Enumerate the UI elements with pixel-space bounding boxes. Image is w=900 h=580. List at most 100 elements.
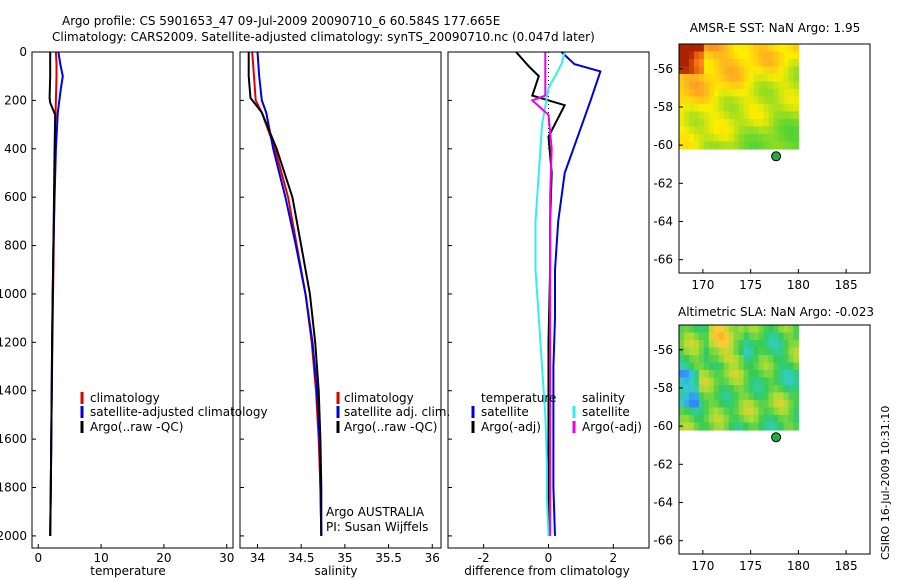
sst-heatmap-cell: [778, 133, 785, 143]
sst-heatmap-cell: [708, 141, 715, 150]
sla-heatmap-cell: [778, 325, 785, 334]
sst-heatmap-cell: [758, 73, 765, 83]
sla-heatmap-cell: [733, 407, 740, 416]
sla-heatmap-cell: [788, 377, 794, 386]
sla-heatmap-cell: [679, 377, 685, 386]
sla-heatmap-cell: [698, 347, 705, 356]
sst-heatmap-cell: [778, 141, 785, 150]
sla-heatmap-cell: [718, 325, 725, 334]
sla-xtick-label: 170: [691, 559, 714, 573]
temperature-ytick-label: 600: [4, 190, 27, 204]
sla-heatmap-cell: [773, 362, 780, 371]
sst-heatmap-cell: [733, 73, 740, 83]
sla-heatmap-cell: [679, 392, 685, 401]
sst-heatmap-cell: [743, 88, 750, 98]
sla-heatmap-cell: [733, 354, 740, 364]
sla-heatmap-cell: [743, 332, 750, 341]
sla-heatmap-cell: [693, 392, 700, 401]
sla-heatmap-cell: [708, 414, 715, 424]
sla-heatmap-cell: [773, 392, 780, 401]
sst-heatmap-cell: [753, 111, 760, 120]
sst-heatmap-cell: [708, 44, 715, 53]
sla-heatmap-cell: [758, 399, 765, 409]
sst-heatmap-cell: [688, 73, 695, 83]
sst-heatmap-cell: [718, 103, 725, 113]
sla-heatmap-cell: [768, 339, 775, 349]
sla-heatmap-cell: [788, 392, 794, 401]
sst-heatmap-cell: [748, 88, 755, 98]
sst-heatmap-cell: [768, 66, 775, 75]
salinity-xlabel: salinity: [314, 564, 357, 578]
sla-heatmap-cell: [788, 414, 794, 424]
temperature-ytick-label: 1800: [0, 481, 27, 495]
sst-xtick-label: 170: [691, 278, 714, 292]
sla-heatmap-cell: [768, 392, 775, 401]
sla-heatmap-cell: [688, 339, 695, 349]
sla-heatmap-cell: [738, 347, 745, 356]
sla-heatmap-cell: [733, 392, 740, 401]
sla-heatmap-cell: [688, 414, 695, 424]
sla-heatmap-cell: [728, 414, 735, 424]
sst-heatmap-cell: [743, 118, 750, 128]
sst-heatmap-cell: [753, 58, 760, 68]
sla-heatmap-cell: [708, 377, 715, 386]
sla-heatmap-cell: [703, 362, 710, 371]
sla-heatmap-cell: [778, 347, 785, 356]
temperature-series-layer: [48, 51, 64, 536]
sla-heatmap-cell: [683, 399, 690, 409]
sla-heatmap-cell: [773, 414, 780, 424]
sst-heatmap-cell: [688, 141, 695, 150]
sst-heatmap-cell: [679, 66, 685, 75]
sst-heatmap-cell: [783, 141, 790, 150]
sst-heatmap-cell: [778, 66, 785, 75]
sst-heatmap-cell: [718, 126, 725, 135]
sst-heatmap-cell: [778, 88, 785, 98]
sla-heatmap-cell: [718, 422, 725, 431]
sst-heatmap-cell: [718, 118, 725, 128]
sst-heatmap-cell: [773, 141, 780, 150]
sla-heatmap-cell: [733, 384, 740, 394]
salinity-xtick-label: 35: [337, 551, 352, 565]
sla-heatmap-cell: [733, 325, 740, 334]
sla-heatmap-cell: [763, 332, 770, 341]
sst-ytick-label: -62: [653, 176, 673, 190]
sst-heatmap-cell: [693, 88, 700, 98]
sla-heatmap-cell: [688, 347, 695, 356]
sst-heatmap-cell: [723, 133, 730, 143]
sst-heatmap-cell: [788, 141, 794, 150]
sst-heatmap-cell: [688, 58, 695, 68]
sla-heatmap-cell: [773, 347, 780, 356]
difference-xtick-label: 2: [610, 551, 618, 565]
sst-heatmap-cell: [743, 111, 750, 120]
sst-heatmap-cell: [738, 88, 745, 98]
sst-heatmap-cell: [708, 81, 715, 90]
sla-heatmap-cell: [763, 422, 770, 431]
sla-heatmap-cell: [783, 325, 790, 334]
sst-heatmap-cell: [753, 118, 760, 128]
sst-heatmap-cell: [768, 111, 775, 120]
sla-ytick-label: -66: [653, 534, 673, 548]
difference-series-salinity-satellite: [534, 51, 566, 536]
sst-heatmap-cell: [713, 133, 720, 143]
sst-heatmap-cell: [683, 81, 690, 90]
sla-heatmap-cell: [683, 347, 690, 356]
sla-heatmap-cell: [758, 332, 765, 341]
sla-heatmap-cell: [698, 369, 705, 379]
sla-heatmap-cell: [778, 414, 785, 424]
sla-heatmap-cell: [758, 354, 765, 364]
sst-heatmap-cell: [723, 126, 730, 135]
sla-heatmap-cell: [768, 414, 775, 424]
sst-heatmap-cell: [763, 103, 770, 113]
sla-heatmap-cell: [693, 384, 700, 394]
sla-heatmap-cell: [683, 414, 690, 424]
sla-heatmap-cell: [723, 339, 730, 349]
sst-heatmap-cell: [758, 96, 765, 105]
sst-heatmap-cell: [703, 88, 710, 98]
sst-heatmap-cell: [723, 44, 730, 53]
sla-heatmap-cell: [793, 407, 799, 416]
sla-heatmap-cell: [718, 332, 725, 341]
sst-heatmap-cell: [728, 66, 735, 75]
temperature-ytick-label: 1600: [0, 432, 27, 446]
sst-heatmap-cell: [783, 51, 790, 60]
sla-heatmap-cell: [738, 384, 745, 394]
